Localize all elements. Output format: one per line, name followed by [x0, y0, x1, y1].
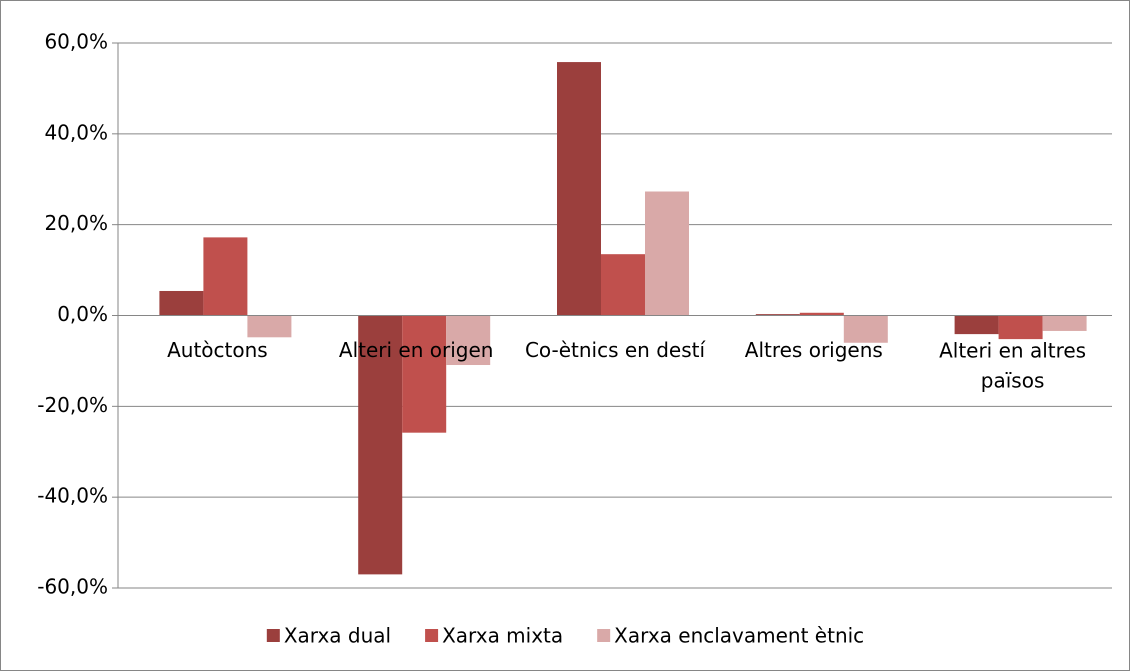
bar [159, 290, 204, 316]
legend-label: Xarxa dual [284, 624, 391, 648]
x-tick-label-line: països [981, 368, 1045, 392]
y-tick-label: -40,0% [37, 484, 108, 508]
legend-swatch [266, 629, 280, 642]
x-tick-label: Autòctons [167, 338, 268, 362]
legend: Xarxa dual Xarxa mixta Xarxa enclavament è… [266, 624, 864, 648]
x-tick-label: Alteri en origen [339, 338, 494, 362]
x-tick-label: Altres origens [745, 338, 883, 362]
y-tick-label: 20,0% [44, 211, 108, 235]
y-tick-label: -60,0% [37, 575, 108, 599]
bar [998, 315, 1043, 340]
bar [755, 314, 800, 316]
legend-swatch [425, 629, 439, 642]
bar [247, 315, 292, 338]
bar [358, 315, 403, 575]
x-tick-label: Alteri en altres països [939, 338, 1086, 392]
bar [557, 62, 601, 316]
bar [843, 315, 888, 343]
bar [1042, 315, 1087, 331]
bar [446, 315, 491, 366]
y-tick-label: 0,0% [57, 302, 108, 326]
legend-label: Xarxa enclavament ètnic [614, 624, 864, 648]
legend-swatch [597, 629, 611, 642]
x-tick-label: Co-ètnics en destí [525, 338, 707, 362]
bar [799, 312, 844, 316]
y-tick-label: 40,0% [44, 120, 108, 144]
y-tick-label: -20,0% [37, 393, 108, 417]
bar [601, 254, 645, 316]
bar [645, 191, 689, 316]
legend-label: Xarxa mixta [442, 624, 563, 648]
x-tick-label-line: Alteri en altres [939, 338, 1086, 362]
bar [203, 237, 248, 316]
bar [402, 315, 447, 433]
y-tick-label: 60,0% [44, 30, 108, 54]
bar [954, 315, 999, 335]
